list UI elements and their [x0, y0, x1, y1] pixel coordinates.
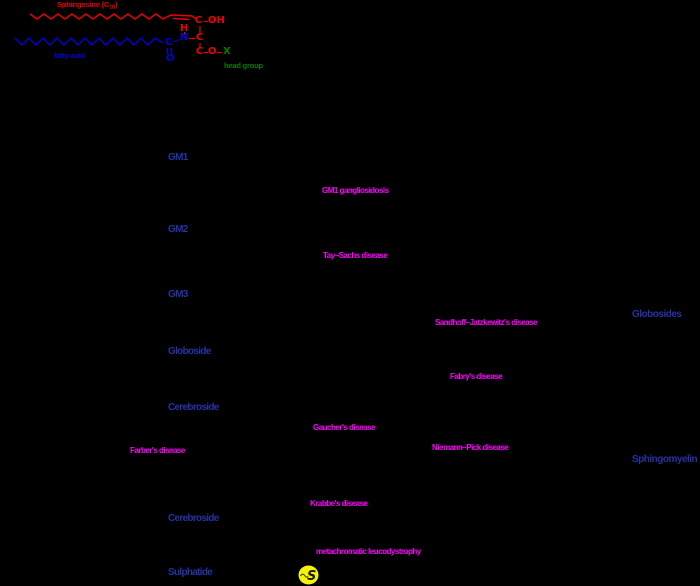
- sphingolipid-structure-bonds: [14, 13, 222, 54]
- side-product-label-sphingomyelin[interactable]: Sphingomyelin: [632, 454, 698, 465]
- substrate-label-cerebroside-1[interactable]: Cerebroside: [168, 402, 219, 413]
- disease-label-fabry[interactable]: Fabry's disease: [450, 372, 503, 381]
- substrate-label-globoside[interactable]: Globoside: [168, 346, 211, 357]
- c3-atom: C: [195, 15, 203, 26]
- c2-atom: C: [196, 32, 204, 43]
- disease-label-farber[interactable]: Farber's disease: [130, 446, 185, 455]
- disease-label-krabbe[interactable]: Krabbe's disease: [310, 499, 368, 508]
- amide-n-atom: N: [180, 32, 189, 43]
- disease-label-tay-sachs[interactable]: Tay–Sachs disease: [323, 251, 388, 260]
- disease-label-gm1-gangliosidosis[interactable]: GM1 gangliosidosis: [322, 186, 389, 195]
- disease-label-metachromatic-leucodystrophy[interactable]: metachromatic leucodystrophy: [316, 547, 421, 556]
- sulfate-badge-circle: [298, 565, 319, 585]
- side-product-label-globosides[interactable]: Globosides: [632, 309, 682, 320]
- carbonyl-c-atom: C: [165, 37, 173, 48]
- disease-label-gaucher[interactable]: Gaucher's disease: [313, 423, 375, 432]
- head-group-label: head group: [224, 61, 263, 70]
- carbonyl-double-bond: [166, 48, 173, 54]
- disease-label-niemann-pick[interactable]: Niemann–Pick disease: [432, 443, 509, 452]
- substrate-label-cerebroside-2[interactable]: Cerebroside: [168, 513, 219, 524]
- fatty-acid-label: fatty acid: [54, 51, 85, 60]
- sulfate-s-label: S: [307, 569, 316, 584]
- substrate-label-gm1[interactable]: GM1: [168, 152, 188, 163]
- sulfate-badge: S: [298, 565, 319, 585]
- hydroxyl-group: OH: [208, 15, 225, 26]
- substrate-label-sulphatide[interactable]: Sulphatide: [168, 567, 213, 578]
- sphingosine-chain: [29, 13, 198, 21]
- sphingosine-label: Sphingosine (C18): [57, 1, 117, 11]
- head-group-x-atom: X: [223, 46, 231, 57]
- disease-label-sandhoff-jatzkewitz[interactable]: Sandhoff–Jatzkewitz's disease: [435, 318, 538, 327]
- sulfate-bond-squiggle: [300, 573, 309, 578]
- fatty-acid-chain: [14, 37, 164, 46]
- sphingosine-label-main: Sphingosine (C: [57, 0, 110, 9]
- ester-o-atom: O: [208, 46, 217, 57]
- substrate-label-gm3[interactable]: GM3: [168, 289, 188, 300]
- sphingosine-label-subscript: 18: [109, 4, 115, 11]
- carbonyl-o-atom: O: [166, 53, 175, 64]
- substrate-label-gm2[interactable]: GM2: [168, 224, 188, 235]
- sphingosine-label-close: ): [114, 0, 118, 9]
- cis-double-bond: [172, 17, 190, 21]
- c-n-bond: [173, 38, 180, 43]
- amide-h-atom: H: [180, 23, 189, 34]
- c1-atom: C: [196, 46, 204, 57]
